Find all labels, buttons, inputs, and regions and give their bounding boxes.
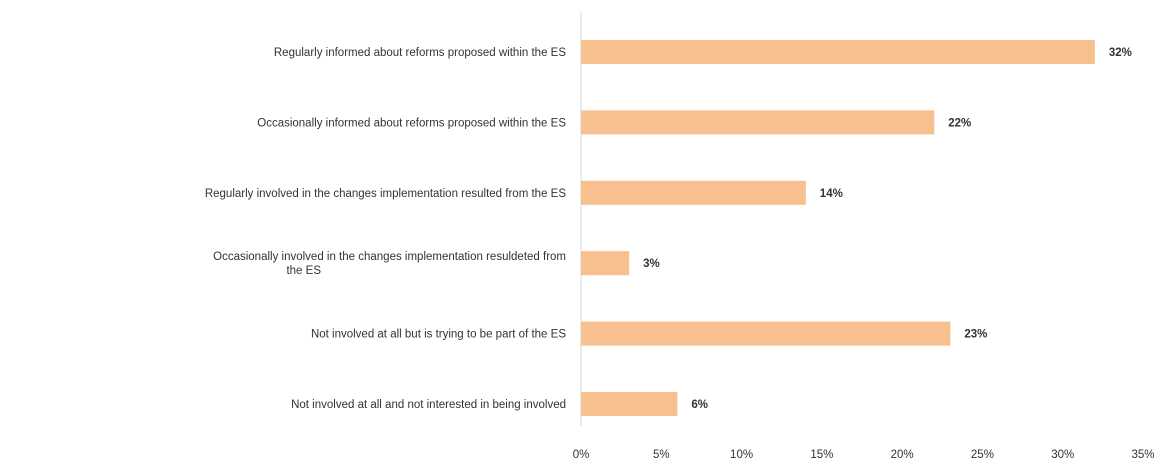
category-label: Not involved at all and not interested i…: [291, 399, 566, 411]
value-label: 22%: [948, 117, 971, 129]
category-label: Regularly informed about reforms propose…: [274, 47, 566, 59]
category-label-line: Occasionally informed about reforms prop…: [257, 117, 566, 129]
category-label-line: Regularly informed about reforms propose…: [274, 47, 566, 59]
x-tick-labels-group: 0% 5% 10% 15% 20% 25% 30% 35%: [573, 449, 1155, 461]
category-label: Regularly involved in the changes implem…: [205, 188, 566, 200]
x-tick-label: 20%: [891, 449, 914, 461]
bar: [581, 321, 951, 346]
value-label: 14%: [820, 188, 843, 200]
x-tick-label: 15%: [810, 449, 833, 461]
bar: [581, 392, 678, 416]
value-label: 6%: [691, 399, 708, 411]
x-tick-label: 0%: [573, 449, 590, 461]
value-label: 23%: [964, 329, 987, 341]
bars-group: [581, 40, 1095, 416]
category-labels-group: Regularly informed about reforms propose…: [205, 47, 566, 411]
bar: [581, 40, 1095, 64]
x-tick-label: 30%: [1051, 449, 1074, 461]
bar: [581, 110, 935, 135]
category-label-line: Regularly involved in the changes implem…: [205, 188, 566, 200]
value-labels-group: 32% 22% 14% 3% 23% 6%: [643, 47, 1132, 411]
x-tick-label: 35%: [1131, 449, 1154, 461]
value-label: 32%: [1109, 47, 1132, 59]
bar: [581, 180, 806, 205]
category-label-line: Not involved at all but is trying to be …: [311, 329, 566, 341]
value-label: 3%: [643, 258, 660, 270]
category-label-line: Occasionally involved in the changes imp…: [213, 251, 566, 263]
category-label-line: Not involved at all and not interested i…: [291, 399, 566, 411]
x-tick-label: 10%: [730, 449, 753, 461]
x-tick-label: 5%: [653, 449, 670, 461]
x-tick-label: 25%: [971, 449, 994, 461]
bar: [581, 251, 630, 276]
category-label-line: the ES: [286, 265, 321, 277]
category-label: Occasionally informed about reforms prop…: [257, 117, 566, 129]
category-label: Occasionally involved in the changes imp…: [213, 251, 566, 277]
category-label: Not involved at all but is trying to be …: [311, 329, 566, 341]
